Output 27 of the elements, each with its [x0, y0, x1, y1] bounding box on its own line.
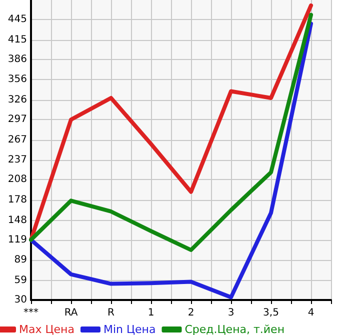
y-tick-label: 445	[8, 14, 27, 26]
x-tick-label: R	[108, 308, 115, 318]
y-tick-label: 119	[8, 234, 27, 246]
y-tick-label: 237	[8, 154, 27, 166]
legend-label: Max Цена	[19, 323, 74, 335]
y-tick-label: 415	[8, 34, 27, 46]
y-tick-label: 30	[14, 294, 27, 306]
line-series	[29, 22, 313, 300]
x-tick-label: 3,5	[263, 308, 279, 318]
y-tick-label: 59	[14, 274, 27, 286]
y-tick-label: 89	[14, 254, 27, 266]
legend-label: Сред.Цена, т.йен	[184, 323, 285, 335]
y-tick-label: 356	[8, 74, 27, 86]
x-tick-label: 1	[148, 308, 154, 318]
y-tick-label: 208	[8, 174, 27, 186]
x-tick-label: ***	[24, 308, 38, 318]
y-tick-label: 267	[8, 134, 27, 146]
y-tick-label: 148	[8, 214, 27, 226]
x-tick-label: 2	[188, 308, 194, 318]
y-tick-label: 297	[8, 114, 27, 126]
y-tick-label: 178	[8, 194, 27, 206]
x-tick-label: RA	[64, 308, 78, 318]
y-tick-label: 326	[8, 94, 27, 106]
x-tick-label: 4	[308, 308, 314, 318]
legend-label: Min Цена	[103, 323, 156, 335]
x-tick-label: 3	[228, 308, 234, 318]
y-tick-label: 386	[8, 54, 27, 65]
